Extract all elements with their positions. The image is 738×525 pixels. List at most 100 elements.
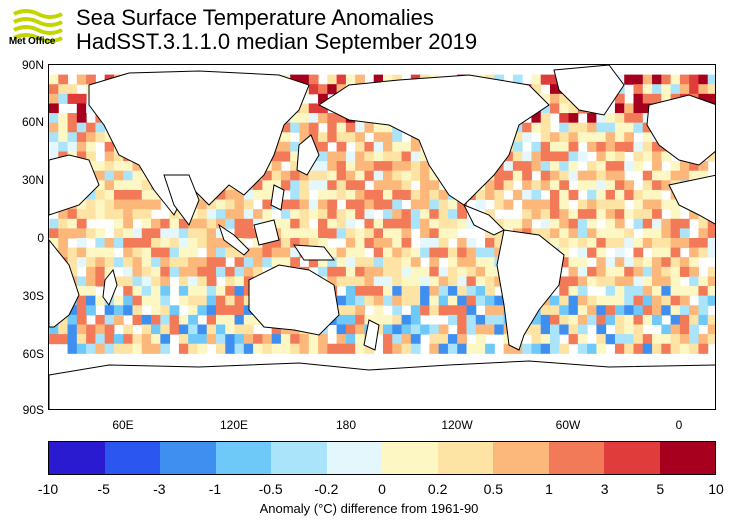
anomaly-cell bbox=[587, 132, 597, 143]
anomaly-cell bbox=[689, 343, 699, 354]
anomaly-cell bbox=[624, 286, 634, 297]
anomaly-cell bbox=[698, 343, 709, 354]
anomaly-cell bbox=[308, 199, 319, 210]
anomaly-cell bbox=[577, 247, 588, 258]
anomaly-cell bbox=[429, 218, 440, 229]
anomaly-cell bbox=[652, 180, 662, 191]
anomaly-cell bbox=[290, 209, 300, 220]
anomaly-cell bbox=[206, 228, 217, 239]
anomaly-cell bbox=[355, 295, 365, 306]
anomaly-cell bbox=[169, 305, 180, 316]
anomaly-cell bbox=[262, 199, 273, 210]
anomaly-cell bbox=[336, 161, 347, 172]
anomaly-cell bbox=[132, 199, 143, 210]
anomaly-cell bbox=[280, 228, 291, 239]
anomaly-cell bbox=[151, 314, 161, 325]
anomaly-cell bbox=[614, 334, 625, 345]
anomaly-cell bbox=[633, 189, 644, 201]
anomaly-cell bbox=[429, 238, 440, 249]
anomaly-cell bbox=[605, 113, 616, 124]
anomaly-cell bbox=[568, 113, 579, 124]
anomaly-cell bbox=[568, 209, 579, 220]
anomaly-cell bbox=[104, 151, 115, 162]
anomaly-cell bbox=[383, 238, 393, 249]
anomaly-cell bbox=[707, 247, 715, 258]
colorbar-tick-label: 0.5 bbox=[483, 481, 504, 497]
anomaly-cell bbox=[698, 286, 709, 297]
anomaly-cell bbox=[336, 151, 347, 162]
anomaly-cell bbox=[596, 189, 607, 201]
anomaly-cell bbox=[642, 189, 653, 201]
anomaly-cell bbox=[336, 218, 347, 229]
land-africa-south bbox=[49, 239, 80, 328]
anomaly-cell bbox=[355, 257, 365, 268]
anomaly-cell bbox=[355, 247, 365, 258]
anomaly-cell bbox=[410, 218, 421, 229]
anomaly-cell bbox=[392, 132, 403, 143]
anomaly-cell bbox=[86, 189, 96, 201]
anomaly-cell bbox=[373, 238, 384, 249]
anomaly-cell bbox=[587, 189, 597, 201]
anomaly-cell bbox=[178, 295, 189, 306]
anomaly-cell bbox=[86, 305, 96, 316]
anomaly-cell bbox=[151, 343, 161, 354]
anomaly-cell bbox=[345, 74, 356, 85]
anomaly-cell bbox=[587, 343, 597, 354]
anomaly-cell bbox=[670, 343, 681, 354]
anomaly-cell bbox=[559, 343, 570, 354]
anomaly-cell bbox=[624, 238, 634, 249]
anomaly-cell bbox=[633, 238, 644, 249]
anomaly-cell bbox=[290, 180, 300, 191]
anomaly-cell bbox=[383, 228, 393, 239]
anomaly-cell bbox=[642, 209, 653, 220]
land-australia bbox=[248, 264, 340, 336]
anomaly-cell bbox=[141, 276, 152, 287]
anomaly-cell bbox=[225, 334, 236, 345]
land-west-africa bbox=[668, 174, 715, 225]
anomaly-cell bbox=[447, 276, 458, 287]
colorbar-segment bbox=[604, 442, 660, 474]
anomaly-cell bbox=[642, 266, 653, 277]
anomaly-cell bbox=[262, 189, 273, 201]
anomaly-cell bbox=[559, 209, 570, 220]
anomaly-cell bbox=[299, 180, 310, 191]
anomaly-cell bbox=[559, 324, 570, 335]
anomaly-cell bbox=[113, 305, 124, 316]
anomaly-cell bbox=[392, 257, 403, 268]
anomaly-cell bbox=[234, 257, 245, 268]
anomaly-cell bbox=[225, 295, 236, 306]
anomaly-cell bbox=[197, 324, 208, 335]
anomaly-cell bbox=[104, 209, 115, 220]
anomaly-cell bbox=[383, 218, 393, 229]
anomaly-cell bbox=[661, 180, 672, 191]
anomaly-cell bbox=[494, 314, 505, 325]
anomaly-cell bbox=[614, 238, 625, 249]
anomaly-cell bbox=[605, 314, 616, 325]
anomaly-cell bbox=[568, 218, 579, 229]
anomaly-cell bbox=[614, 305, 625, 316]
anomaly-cell bbox=[206, 257, 217, 268]
anomaly-cell bbox=[550, 343, 560, 354]
anomaly-cell bbox=[531, 151, 542, 162]
lat-label-30n: 30N bbox=[21, 173, 44, 187]
anomaly-cell bbox=[605, 209, 616, 220]
anomaly-cell bbox=[355, 122, 365, 133]
anomaly-cell bbox=[596, 247, 607, 258]
anomaly-cell bbox=[614, 343, 625, 354]
anomaly-cell bbox=[86, 132, 96, 143]
anomaly-cell bbox=[355, 343, 365, 354]
anomaly-cell bbox=[624, 113, 634, 124]
anomaly-cell bbox=[679, 218, 690, 229]
anomaly-cell bbox=[383, 343, 393, 354]
anomaly-cell bbox=[76, 218, 87, 229]
anomaly-cell bbox=[123, 324, 133, 335]
anomaly-cell bbox=[614, 151, 625, 162]
anomaly-cell bbox=[559, 170, 570, 181]
anomaly-cell bbox=[197, 266, 208, 277]
anomaly-cell bbox=[438, 266, 449, 277]
anomaly-cell bbox=[67, 93, 78, 104]
anomaly-cell bbox=[466, 266, 477, 277]
anomaly-cell bbox=[679, 228, 690, 239]
anomaly-cell bbox=[577, 180, 588, 191]
land-north-america bbox=[318, 74, 550, 206]
